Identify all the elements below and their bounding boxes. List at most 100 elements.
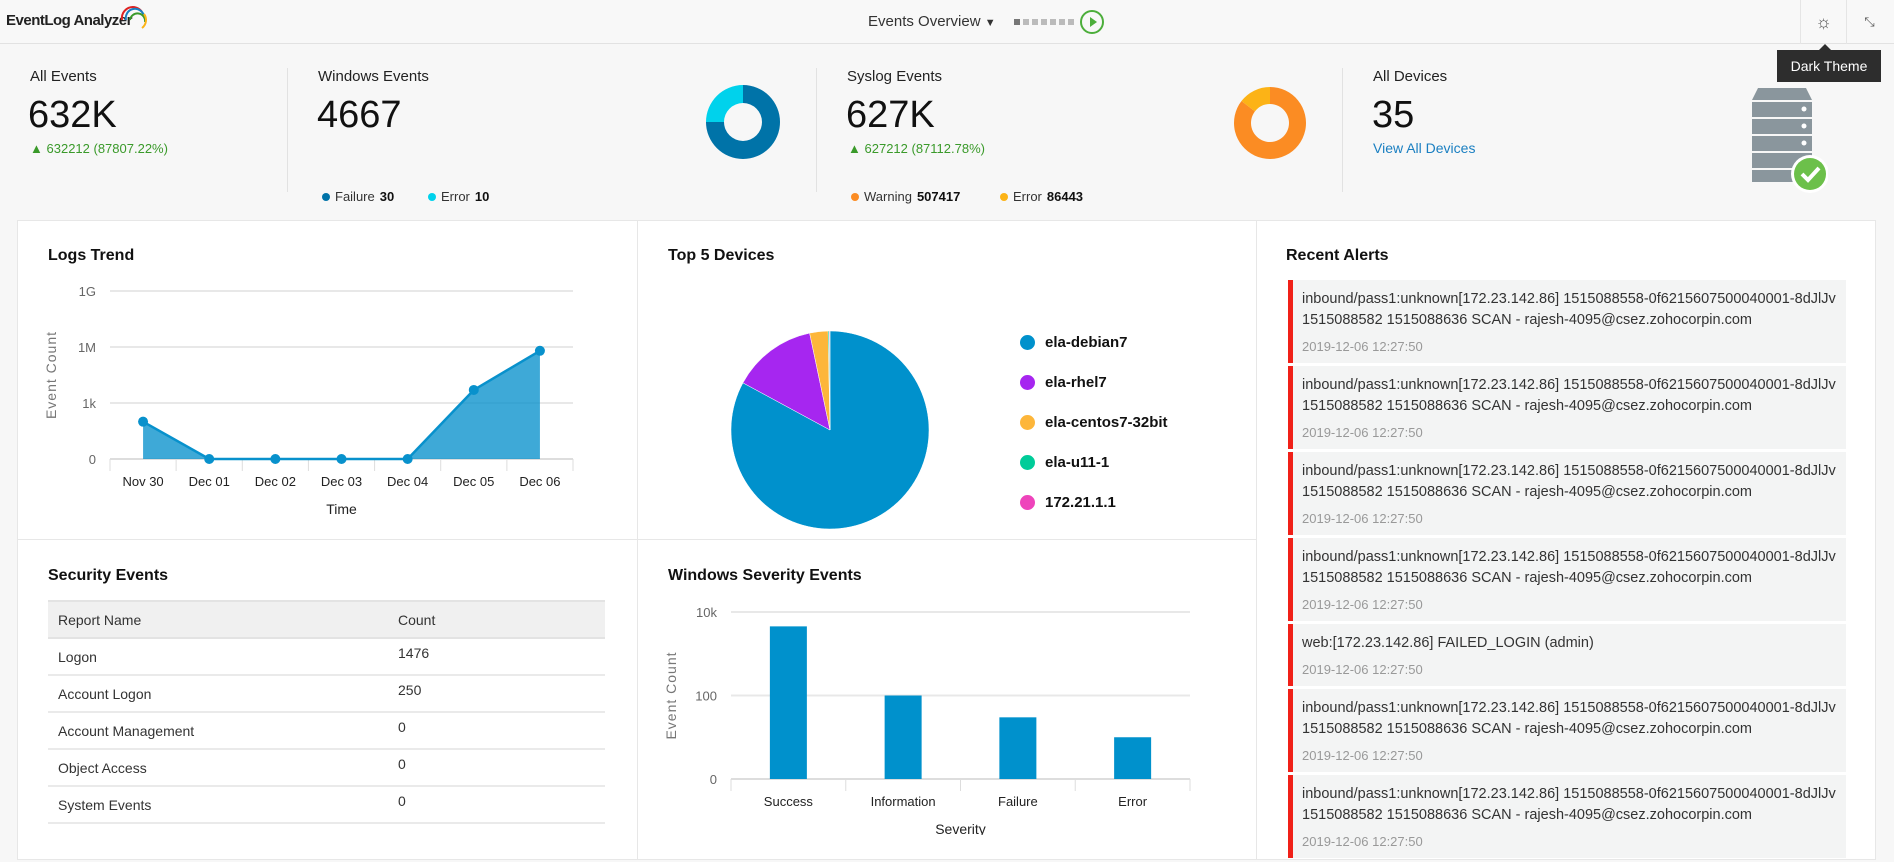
x-tick-label: Information: [871, 794, 936, 809]
y-tick-label: 100: [695, 689, 717, 704]
legend-dot: [1000, 192, 1008, 201]
pie-slice-error: [1241, 87, 1270, 112]
logs-trend-title: Logs Trend: [48, 247, 135, 264]
alerts-list[interactable]: inbound/pass1:unknown[172.23.142.86] 151…: [1288, 280, 1846, 861]
theme-toggle-button[interactable]: ☼: [1800, 0, 1846, 44]
change-text: 632212 (87807.22%): [46, 141, 168, 156]
up-arrow-icon: ▲: [30, 141, 43, 156]
up-arrow-icon: ▲: [848, 141, 861, 156]
alert-item[interactable]: inbound/pass1:unknown[172.23.142.86] 151…: [1288, 366, 1846, 449]
y-tick-label: 1M: [78, 340, 96, 355]
report-name[interactable]: Account Management: [48, 712, 388, 750]
legend-item[interactable]: ela-debian7: [1020, 322, 1168, 362]
table-row[interactable]: Object Access 0: [48, 749, 605, 787]
change-text: 627212 (87112.78%): [864, 141, 985, 156]
alert-timestamp: 2019-12-06 12:27:50: [1302, 834, 1423, 849]
legend-item[interactable]: 172.21.1.1: [1020, 482, 1168, 522]
table-row[interactable]: Account Management 0: [48, 712, 605, 750]
data-point: [402, 454, 413, 464]
alert-timestamp: 2019-12-06 12:27:50: [1302, 511, 1423, 526]
logs-trend-chart: 0 1k 1M 1G Nov 30 Dec 01 Dec 02 Dec 03 Dec 04 Dec…: [43, 284, 574, 515]
all-devices-value: 35: [1372, 94, 1415, 136]
server-icon: [1752, 88, 1828, 193]
security-events-title: Security Events: [48, 567, 169, 584]
col-report-name: Report Name: [48, 600, 388, 639]
report-name[interactable]: Object Access: [48, 749, 388, 787]
alert-item[interactable]: inbound/pass1:unknown[172.23.142.86] 151…: [1288, 452, 1846, 535]
data-point: [270, 454, 281, 464]
alert-item[interactable]: inbound/pass1:unknown[172.23.142.86] 151…: [1288, 689, 1846, 772]
table-row[interactable]: Account Logon 250: [48, 675, 605, 713]
alert-item[interactable]: inbound/pass1:unknown[172.23.142.86] 151…: [1288, 538, 1846, 621]
legend-error: Error 86443: [1000, 189, 1083, 204]
alert-message: inbound/pass1:unknown[172.23.142.86] 151…: [1302, 786, 1836, 823]
top5-devices-pie: [730, 330, 930, 530]
view-all-devices-link[interactable]: View All Devices: [1373, 140, 1476, 156]
alert-timestamp: 2019-12-06 12:27:50: [1302, 425, 1423, 440]
play-slideshow-button[interactable]: [1080, 10, 1104, 34]
recent-alerts-title: Recent Alerts: [1286, 247, 1389, 264]
report-name[interactable]: Account Logon: [48, 675, 388, 713]
alert-message: inbound/pass1:unknown[172.23.142.86] 151…: [1302, 377, 1836, 414]
x-tick-label: Nov 30: [122, 474, 163, 489]
legend-dot: [322, 192, 330, 201]
y-tick-label: 10k: [696, 605, 717, 620]
report-name[interactable]: Logon: [48, 638, 388, 676]
all-devices-title: All Devices: [1373, 68, 1448, 85]
legend-label: ela-debian7: [1045, 333, 1128, 351]
legend-value: 30: [379, 189, 395, 204]
windows-events-title: Windows Events: [318, 68, 429, 85]
legend-item[interactable]: ela-u11-1: [1020, 442, 1168, 482]
pie-slice-172-21-1-1: [829, 330, 831, 431]
bar-information: [884, 695, 922, 779]
x-tick-label: Error: [1118, 794, 1148, 809]
x-tick-label: Dec 06: [519, 474, 560, 489]
alert-item[interactable]: web:[172.23.142.86] FAILED_LOGIN (admin)…: [1288, 624, 1846, 686]
alert-timestamp: 2019-12-06 12:27:50: [1302, 748, 1423, 763]
x-tick-label: Dec 05: [453, 474, 494, 489]
app-logo[interactable]: EventLog Analyzer: [6, 12, 132, 29]
legend-item[interactable]: ela-rhel7: [1020, 362, 1168, 402]
report-count: 0: [388, 749, 605, 787]
report-name[interactable]: System Events: [48, 786, 388, 824]
alert-item[interactable]: inbound/pass1:unknown[172.23.142.86] 151…: [1288, 775, 1846, 858]
syslog-events-change: ▲ 627212 (87112.78%): [848, 141, 985, 156]
x-tick-label: Success: [764, 794, 814, 809]
x-tick-label: Dec 01: [189, 474, 230, 489]
legend-error: Error 10: [428, 189, 489, 204]
alert-timestamp: 2019-12-06 12:27:50: [1302, 597, 1423, 612]
legend-warning: Warning 507417: [851, 189, 960, 204]
bar-failure: [999, 717, 1037, 779]
x-tick-label: Failure: [998, 794, 1038, 809]
y-tick-label: 0: [89, 452, 96, 467]
sun-icon: ☼: [1815, 11, 1832, 32]
logo-arc-icon: [120, 6, 147, 29]
top5-legend: ela-debian7 ela-rhel7 ela-centos7-32bit ela…: [1020, 322, 1168, 522]
legend-dot: [1020, 414, 1035, 430]
caret-down-icon: ▼: [984, 17, 996, 29]
pie-slice-error: [706, 85, 743, 123]
severity-bar-chart: 0 100 10k Success Information Failure Error Sev…: [663, 605, 1191, 835]
divider: [287, 68, 288, 192]
alert-message: inbound/pass1:unknown[172.23.142.86] 151…: [1302, 463, 1836, 500]
data-point: [138, 416, 149, 427]
area-fill: [143, 350, 540, 459]
dashboard-selector[interactable]: Events Overview ▼: [868, 13, 996, 30]
legend-dot: [428, 192, 436, 201]
pie-slice-warning: [1234, 87, 1306, 159]
legend-item[interactable]: ela-centos7-32bit: [1020, 402, 1168, 442]
legend-label: Error: [1013, 189, 1042, 204]
collapse-button[interactable]: ⤡: [1846, 0, 1892, 44]
syslog-events-title: Syslog Events: [847, 68, 943, 85]
data-point: [534, 345, 545, 356]
alert-item[interactable]: inbound/pass1:unknown[172.23.142.86] 151…: [1288, 280, 1846, 363]
top5-devices-title: Top 5 Devices: [668, 247, 775, 264]
x-axis-title: Time: [326, 501, 357, 515]
all-events-change: ▲ 632212 (87807.22%): [30, 141, 168, 156]
legend-label: Failure: [335, 189, 375, 204]
table-row[interactable]: Logon 1476: [48, 638, 605, 676]
table-row[interactable]: System Events 0: [48, 786, 605, 824]
y-axis-title: Event Count: [663, 651, 679, 739]
windows-events-value: 4667: [317, 94, 402, 136]
table-header: Report Name Count: [48, 600, 605, 639]
